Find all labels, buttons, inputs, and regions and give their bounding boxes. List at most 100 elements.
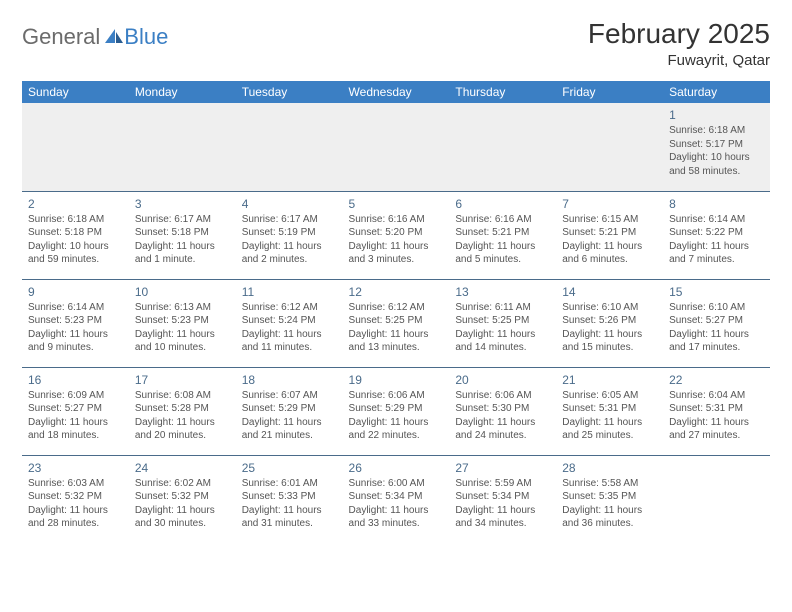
sunrise-text: Sunrise: 6:17 AM (135, 213, 230, 227)
calendar-day-cell: 14Sunrise: 6:10 AMSunset: 5:26 PMDayligh… (556, 279, 663, 367)
calendar-day-cell: 25Sunrise: 6:01 AMSunset: 5:33 PMDayligh… (236, 455, 343, 543)
daylight-text: Daylight: 11 hours and 34 minutes. (455, 504, 550, 531)
sunrise-text: Sunrise: 6:04 AM (669, 389, 764, 403)
daylight-text: Daylight: 11 hours and 1 minute. (135, 240, 230, 267)
calendar-week-row: 9Sunrise: 6:14 AMSunset: 5:23 PMDaylight… (22, 279, 770, 367)
daylight-text: Daylight: 11 hours and 25 minutes. (562, 416, 657, 443)
weekday-header: Tuesday (236, 81, 343, 103)
daylight-text: Daylight: 11 hours and 14 minutes. (455, 328, 550, 355)
sunset-text: Sunset: 5:30 PM (455, 402, 550, 416)
sunset-text: Sunset: 5:31 PM (562, 402, 657, 416)
day-number: 4 (242, 196, 337, 212)
day-number: 6 (455, 196, 550, 212)
calendar-table: Sunday Monday Tuesday Wednesday Thursday… (22, 81, 770, 543)
day-number: 11 (242, 284, 337, 300)
daylight-text: Daylight: 11 hours and 2 minutes. (242, 240, 337, 267)
daylight-text: Daylight: 11 hours and 5 minutes. (455, 240, 550, 267)
daylight-text: Daylight: 11 hours and 30 minutes. (135, 504, 230, 531)
sunrise-text: Sunrise: 6:00 AM (349, 477, 444, 491)
calendar-day-cell: 18Sunrise: 6:07 AMSunset: 5:29 PMDayligh… (236, 367, 343, 455)
sunrise-text: Sunrise: 6:06 AM (455, 389, 550, 403)
daylight-text: Daylight: 11 hours and 31 minutes. (242, 504, 337, 531)
sunset-text: Sunset: 5:20 PM (349, 226, 444, 240)
sunrise-text: Sunrise: 5:59 AM (455, 477, 550, 491)
calendar-day-cell: 17Sunrise: 6:08 AMSunset: 5:28 PMDayligh… (129, 367, 236, 455)
logo-text-blue: Blue (124, 24, 168, 50)
sunset-text: Sunset: 5:18 PM (135, 226, 230, 240)
day-number: 24 (135, 460, 230, 476)
sunrise-text: Sunrise: 6:18 AM (28, 213, 123, 227)
calendar-day-cell: 13Sunrise: 6:11 AMSunset: 5:25 PMDayligh… (449, 279, 556, 367)
daylight-text: Daylight: 11 hours and 10 minutes. (135, 328, 230, 355)
calendar-day-cell: 24Sunrise: 6:02 AMSunset: 5:32 PMDayligh… (129, 455, 236, 543)
calendar-day-cell: 2Sunrise: 6:18 AMSunset: 5:18 PMDaylight… (22, 191, 129, 279)
day-number: 20 (455, 372, 550, 388)
sunset-text: Sunset: 5:21 PM (455, 226, 550, 240)
sunrise-text: Sunrise: 6:11 AM (455, 301, 550, 315)
sail-icon (104, 28, 124, 46)
sunset-text: Sunset: 5:26 PM (562, 314, 657, 328)
sunrise-text: Sunrise: 6:14 AM (669, 213, 764, 227)
calendar-day-cell: 4Sunrise: 6:17 AMSunset: 5:19 PMDaylight… (236, 191, 343, 279)
sunrise-text: Sunrise: 6:02 AM (135, 477, 230, 491)
weekday-header: Wednesday (343, 81, 450, 103)
calendar-day-cell: 7Sunrise: 6:15 AMSunset: 5:21 PMDaylight… (556, 191, 663, 279)
sunrise-text: Sunrise: 6:16 AM (455, 213, 550, 227)
day-number: 2 (28, 196, 123, 212)
daylight-text: Daylight: 11 hours and 6 minutes. (562, 240, 657, 267)
sunset-text: Sunset: 5:25 PM (455, 314, 550, 328)
calendar-week-row: 16Sunrise: 6:09 AMSunset: 5:27 PMDayligh… (22, 367, 770, 455)
sunset-text: Sunset: 5:23 PM (135, 314, 230, 328)
day-number: 10 (135, 284, 230, 300)
sunrise-text: Sunrise: 6:05 AM (562, 389, 657, 403)
calendar-day-cell: 22Sunrise: 6:04 AMSunset: 5:31 PMDayligh… (663, 367, 770, 455)
daylight-text: Daylight: 10 hours and 58 minutes. (669, 151, 764, 178)
sunrise-text: Sunrise: 6:14 AM (28, 301, 123, 315)
location-label: Fuwayrit, Qatar (588, 52, 770, 69)
sunset-text: Sunset: 5:17 PM (669, 138, 764, 152)
daylight-text: Daylight: 11 hours and 17 minutes. (669, 328, 764, 355)
calendar-day-cell (129, 103, 236, 191)
sunset-text: Sunset: 5:31 PM (669, 402, 764, 416)
sunset-text: Sunset: 5:24 PM (242, 314, 337, 328)
sunrise-text: Sunrise: 6:16 AM (349, 213, 444, 227)
calendar-day-cell: 3Sunrise: 6:17 AMSunset: 5:18 PMDaylight… (129, 191, 236, 279)
day-number: 27 (455, 460, 550, 476)
day-number: 25 (242, 460, 337, 476)
sunset-text: Sunset: 5:28 PM (135, 402, 230, 416)
sunset-text: Sunset: 5:21 PM (562, 226, 657, 240)
daylight-text: Daylight: 11 hours and 7 minutes. (669, 240, 764, 267)
daylight-text: Daylight: 11 hours and 3 minutes. (349, 240, 444, 267)
sunrise-text: Sunrise: 6:01 AM (242, 477, 337, 491)
sunrise-text: Sunrise: 6:17 AM (242, 213, 337, 227)
calendar-day-cell: 6Sunrise: 6:16 AMSunset: 5:21 PMDaylight… (449, 191, 556, 279)
sunset-text: Sunset: 5:27 PM (669, 314, 764, 328)
calendar-day-cell: 10Sunrise: 6:13 AMSunset: 5:23 PMDayligh… (129, 279, 236, 367)
daylight-text: Daylight: 11 hours and 36 minutes. (562, 504, 657, 531)
daylight-text: Daylight: 11 hours and 20 minutes. (135, 416, 230, 443)
sunrise-text: Sunrise: 5:58 AM (562, 477, 657, 491)
sunset-text: Sunset: 5:32 PM (28, 490, 123, 504)
day-number: 5 (349, 196, 444, 212)
day-number: 17 (135, 372, 230, 388)
calendar-day-cell: 1Sunrise: 6:18 AMSunset: 5:17 PMDaylight… (663, 103, 770, 191)
day-number: 28 (562, 460, 657, 476)
day-number: 7 (562, 196, 657, 212)
daylight-text: Daylight: 11 hours and 18 minutes. (28, 416, 123, 443)
daylight-text: Daylight: 11 hours and 27 minutes. (669, 416, 764, 443)
day-number: 21 (562, 372, 657, 388)
day-number: 1 (669, 107, 764, 123)
sunset-text: Sunset: 5:23 PM (28, 314, 123, 328)
calendar-day-cell: 23Sunrise: 6:03 AMSunset: 5:32 PMDayligh… (22, 455, 129, 543)
calendar-day-cell (663, 455, 770, 543)
daylight-text: Daylight: 11 hours and 24 minutes. (455, 416, 550, 443)
calendar-day-cell: 12Sunrise: 6:12 AMSunset: 5:25 PMDayligh… (343, 279, 450, 367)
day-number: 26 (349, 460, 444, 476)
month-title: February 2025 (588, 18, 770, 50)
calendar-week-row: 2Sunrise: 6:18 AMSunset: 5:18 PMDaylight… (22, 191, 770, 279)
daylight-text: Daylight: 11 hours and 21 minutes. (242, 416, 337, 443)
title-block: February 2025 Fuwayrit, Qatar (588, 18, 770, 69)
sunset-text: Sunset: 5:18 PM (28, 226, 123, 240)
weekday-header: Thursday (449, 81, 556, 103)
day-number: 12 (349, 284, 444, 300)
